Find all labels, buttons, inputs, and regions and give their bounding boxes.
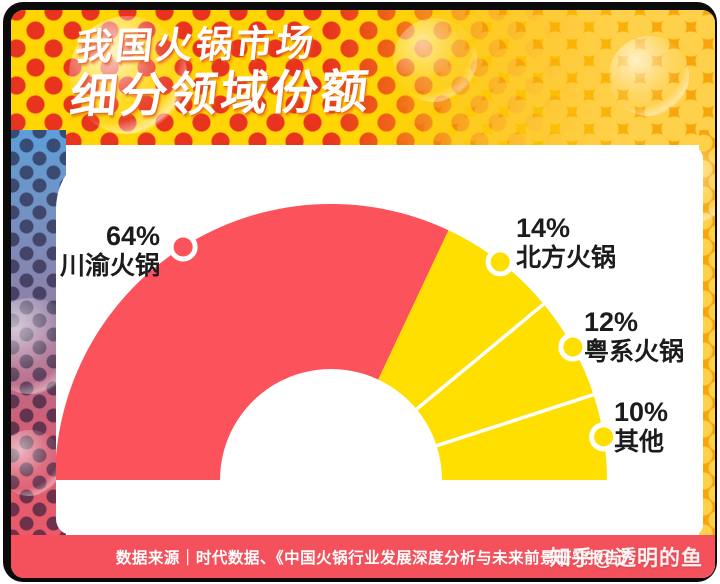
chart-segment-2 — [416, 304, 594, 446]
orange-halftone-pattern — [385, 10, 715, 145]
right-decor-band — [699, 130, 715, 543]
segment-marker-2 — [558, 332, 588, 362]
semi-donut-chart — [56, 204, 619, 480]
segment-name: 北方火锅 — [516, 243, 617, 272]
segment-marker-0 — [168, 232, 198, 262]
segment-label-chuanyu: 64% 川渝火锅 — [56, 221, 160, 280]
chart-card: 64% 川渝火锅 14% 北方火锅 12% 粤系火锅 10% 其他 — [56, 145, 703, 535]
segment-name: 其他 — [614, 427, 665, 456]
chart-segment-3 — [436, 394, 607, 480]
data-source-text: 数据来源｜时代数据、《中国火锅行业发展深度分析与未来前景研究报告》 — [115, 549, 637, 567]
segment-label-beifang: 14% 北方火锅 — [516, 213, 616, 272]
segment-pct: 10% — [614, 397, 669, 427]
footer-band: 数据来源｜时代数据、《中国火锅行业发展深度分析与未来前景研究报告》 — [11, 535, 715, 578]
black-frame: 我国火锅市场 细分领域份额 64% 川渝火锅 — [3, 2, 717, 582]
segment-separator — [436, 393, 595, 448]
inner-canvas: 我国火锅市场 细分领域份额 64% 川渝火锅 — [11, 10, 715, 578]
segment-name: 粤系火锅 — [584, 337, 685, 366]
segment-marker-3 — [589, 422, 619, 452]
segment-label-yuexi: 12% 粤系火锅 — [584, 307, 684, 366]
chart-segment-0 — [56, 204, 449, 480]
segment-pct: 12% — [584, 307, 639, 337]
segment-pct: 14% — [516, 213, 571, 243]
segment-label-qita: 10% 其他 — [614, 397, 668, 456]
segment-marker-1 — [485, 247, 515, 277]
title-line-2: 细分领域份额 — [67, 64, 374, 123]
title-line-1: 我国火锅市场 — [73, 22, 319, 68]
segment-pct: 64% — [105, 221, 160, 251]
segment-name: 川渝火锅 — [59, 251, 160, 280]
page-title: 我国火锅市场 细分领域份额 — [67, 22, 378, 123]
segment-separator — [415, 302, 545, 411]
watermark-text: 知乎@透明的鱼 — [549, 547, 703, 570]
